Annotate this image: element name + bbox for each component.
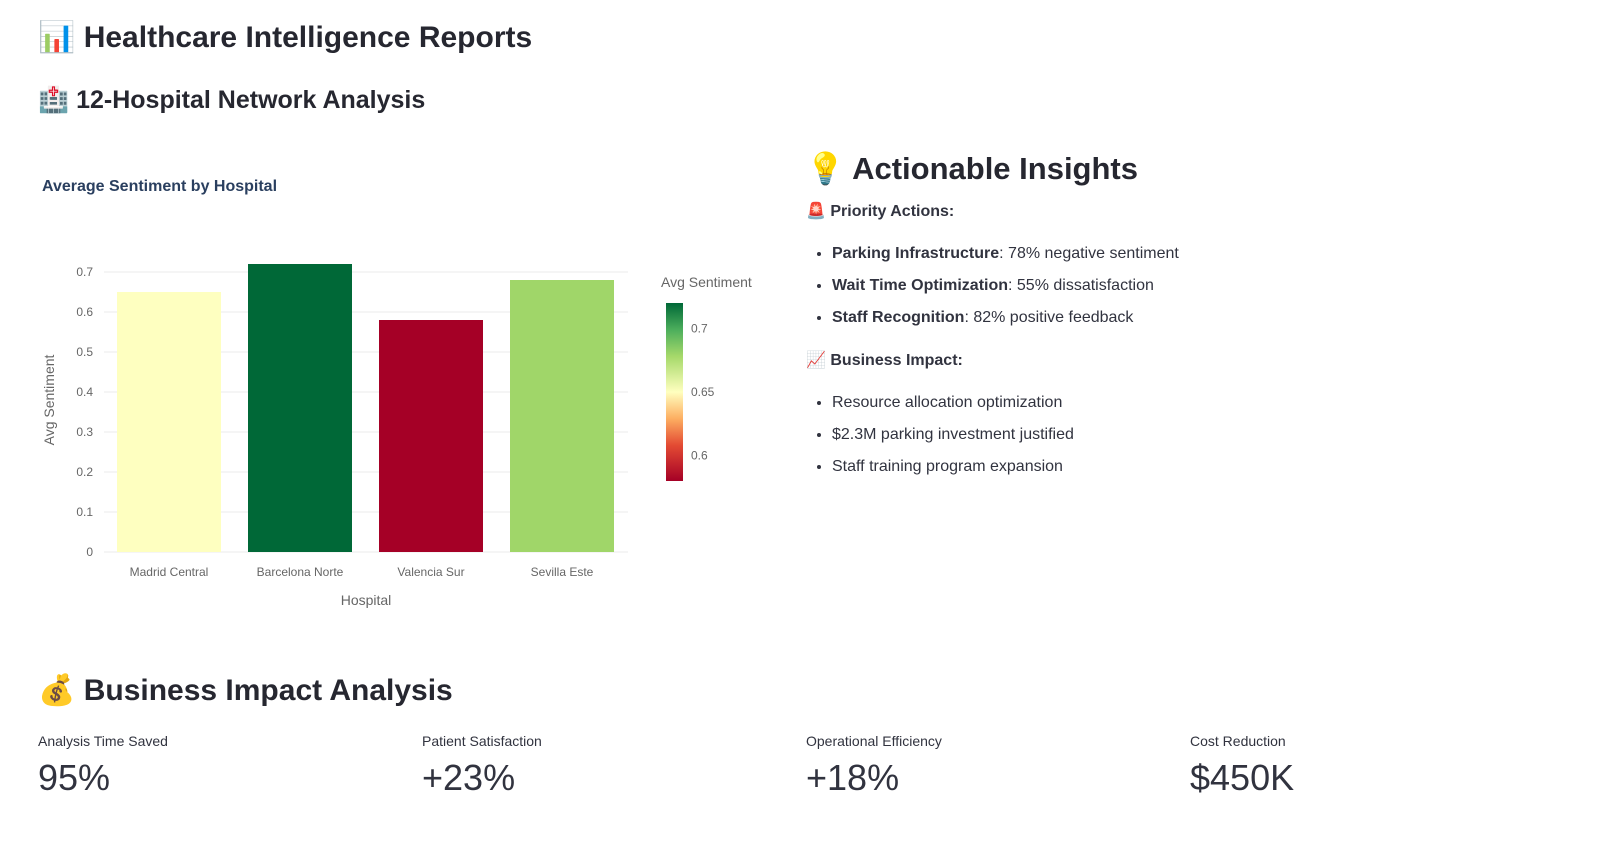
colorbar-tick-label: 0.7 xyxy=(691,321,708,335)
x-tick-label: Valencia Sur xyxy=(397,565,464,579)
insights-title: 💡 Actionable Insights xyxy=(806,150,1506,187)
impact-label: 📈 Business Impact: xyxy=(806,350,1506,370)
y-tick-label: 0.5 xyxy=(76,345,93,359)
metric-value: +18% xyxy=(806,757,900,798)
list-item: Staff Recognition: 82% positive feedback xyxy=(832,307,1506,328)
metric-label: Patient Satisfaction xyxy=(422,733,542,749)
colorbar xyxy=(666,303,683,481)
metric-patient-satisfaction: Patient Satisfaction +23% xyxy=(422,733,802,799)
page-title: 📊 Healthcare Intelligence Reports xyxy=(38,20,532,55)
priority-list: Parking Infrastructure: 78% negative sen… xyxy=(806,243,1506,328)
metric-analysis-time: Analysis Time Saved 95% xyxy=(38,733,418,799)
page-title-text: Healthcare Intelligence Reports xyxy=(83,21,533,54)
colorbar-tick-label: 0.65 xyxy=(691,385,715,399)
metric-label: Cost Reduction xyxy=(1190,733,1286,749)
sentiment-chart[interactable]: 0 0.1 0.2 0.3 0.4 0.5 0.6 0.7 Madrid Central Barc… xyxy=(0,0,790,640)
x-tick-label: Barcelona Norte xyxy=(257,565,344,579)
y-tick-label: 0.1 xyxy=(76,505,93,519)
metric-cost-reduction: Cost Reduction $450K xyxy=(1190,733,1570,799)
priority-label: 🚨 Priority Actions: xyxy=(806,201,1506,221)
list-item: $2.3M parking investment justified xyxy=(832,424,1506,445)
money-bag-icon: 💰 xyxy=(38,674,76,707)
bar-chart-icon: 📊 xyxy=(38,21,76,54)
insights-panel: 💡 Actionable Insights 🚨 Priority Actions… xyxy=(806,150,1506,499)
y-tick-label: 0.3 xyxy=(76,425,93,439)
metric-value: 95% xyxy=(38,757,111,798)
bar[interactable] xyxy=(248,264,352,552)
metric-value: $450K xyxy=(1190,757,1295,798)
y-tick-label: 0.6 xyxy=(76,305,93,319)
impact-label-text: Business Impact: xyxy=(830,352,963,369)
list-item: Resource allocation optimization xyxy=(832,392,1506,413)
chart-up-icon: 📈 xyxy=(806,352,826,369)
impact-list: Resource allocation optimization $2.3M p… xyxy=(806,392,1506,477)
list-item: Wait Time Optimization: 55% dissatisfact… xyxy=(832,275,1506,296)
bar[interactable] xyxy=(510,280,614,552)
lightbulb-icon: 💡 xyxy=(806,151,845,186)
x-tick-label: Sevilla Este xyxy=(531,565,594,579)
section-title: 🏥 12-Hospital Network Analysis xyxy=(38,86,425,115)
y-tick-label: 0.7 xyxy=(76,265,93,279)
y-tick-label: 0.2 xyxy=(76,465,93,479)
item-text: : 55% dissatisfaction xyxy=(1008,277,1154,294)
x-axis-label: Hospital xyxy=(341,592,392,608)
item-bold: Wait Time Optimization xyxy=(832,277,1009,294)
metric-label: Operational Efficiency xyxy=(806,733,942,749)
y-axis-label: Avg Sentiment xyxy=(41,354,57,445)
business-title: 💰 Business Impact Analysis xyxy=(38,673,453,708)
priority-label-text: Priority Actions: xyxy=(830,203,955,220)
hospital-icon: 🏥 xyxy=(38,86,70,114)
colorbar-tick-label: 0.6 xyxy=(691,449,708,463)
section-title-text: 12-Hospital Network Analysis xyxy=(76,86,426,114)
colorbar-title: Avg Sentiment xyxy=(661,274,752,290)
item-text: : 78% negative sentiment xyxy=(999,245,1179,262)
metric-operational-efficiency: Operational Efficiency +18% xyxy=(806,733,1186,799)
bar[interactable] xyxy=(117,292,221,552)
insights-title-text: Actionable Insights xyxy=(852,151,1138,186)
item-text: : 82% positive feedback xyxy=(964,309,1134,326)
chart-title: Average Sentiment by Hospital xyxy=(42,178,278,195)
business-title-text: Business Impact Analysis xyxy=(83,674,453,707)
list-item: Staff training program expansion xyxy=(832,456,1506,477)
siren-icon: 🚨 xyxy=(806,203,826,220)
metric-value: +23% xyxy=(422,757,516,798)
y-tick-label: 0.4 xyxy=(76,385,93,399)
item-bold: Staff Recognition xyxy=(832,309,965,326)
metric-label: Analysis Time Saved xyxy=(38,733,168,749)
y-tick-label: 0 xyxy=(86,545,93,559)
x-tick-label: Madrid Central xyxy=(130,565,209,579)
bar[interactable] xyxy=(379,320,483,552)
item-bold: Parking Infrastructure xyxy=(832,245,1000,262)
list-item: Parking Infrastructure: 78% negative sen… xyxy=(832,243,1506,264)
